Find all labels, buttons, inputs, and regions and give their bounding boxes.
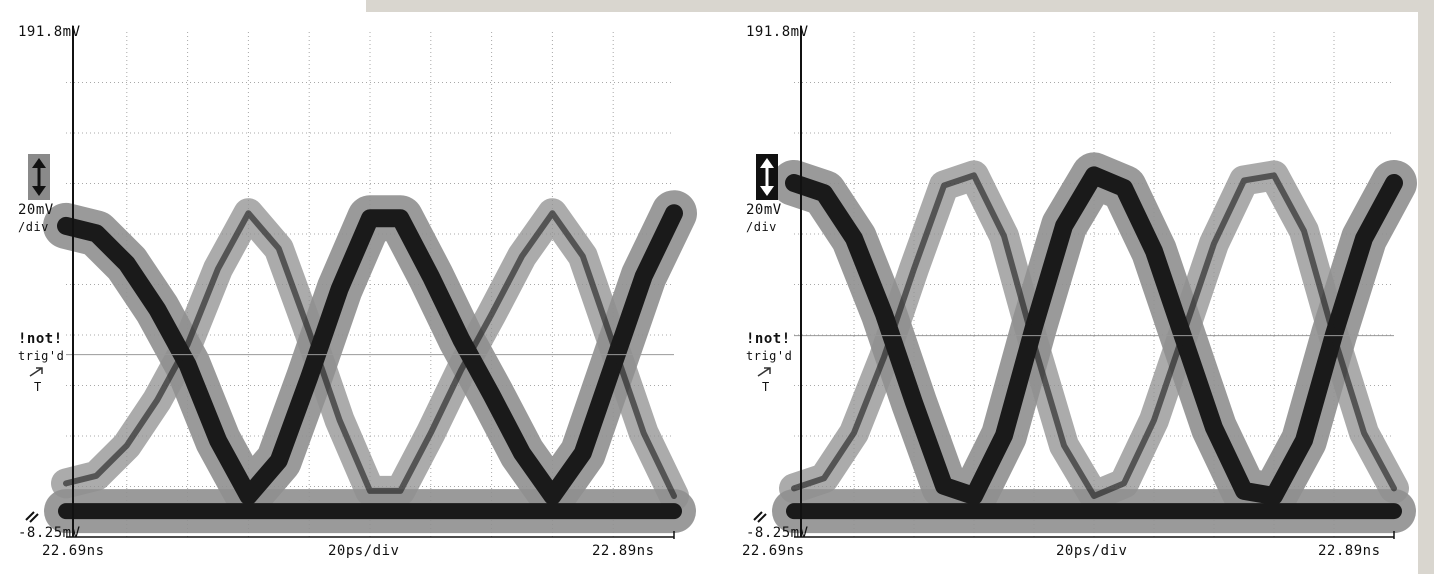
ground-marker-icon bbox=[25, 511, 39, 523]
time-end-label: 22.89ns bbox=[592, 543, 655, 559]
eye-traces bbox=[43, 190, 697, 534]
eye-traces bbox=[771, 152, 1417, 534]
vertical-scale-label: 20mV bbox=[18, 202, 54, 218]
time-start-label: 22.69ns bbox=[42, 543, 105, 559]
bottom-voltage-label: -8.25mV bbox=[18, 525, 81, 541]
trace-core-rising bbox=[57, 204, 683, 505]
vertical-scale-label: 20mV bbox=[746, 202, 782, 218]
vertical-scale-unit: /div bbox=[746, 220, 777, 234]
trigger-arrow-icon bbox=[757, 367, 771, 377]
vertical-scale-unit: /div bbox=[18, 220, 49, 234]
trace-core-falling bbox=[63, 210, 677, 499]
trigger-status-sub: trig'd bbox=[746, 349, 793, 363]
trigger-status-sub: trig'd bbox=[18, 349, 65, 363]
trace-core-rising bbox=[785, 166, 1403, 505]
bottom-voltage-label: -8.25mV bbox=[746, 525, 809, 541]
top-edge-strip bbox=[366, 0, 1434, 12]
right-edge-strip bbox=[1418, 0, 1434, 574]
top-voltage-label: 191.8mV bbox=[18, 24, 81, 40]
trigger-arrow-icon bbox=[29, 367, 43, 377]
time-start-label: 22.69ns bbox=[742, 543, 805, 559]
trace-core-falling bbox=[791, 172, 1397, 499]
trigger-status: !not! bbox=[18, 331, 63, 347]
top-voltage-label: 191.8mV bbox=[746, 24, 809, 40]
trigger-letter: T bbox=[34, 380, 42, 394]
trigger-letter: T bbox=[762, 380, 770, 394]
trigger-status: !not! bbox=[746, 331, 791, 347]
ground-marker-icon bbox=[753, 511, 767, 523]
time-scale-label: 20ps/div bbox=[328, 543, 400, 559]
vertical-scale-arrow-icon bbox=[756, 154, 778, 200]
time-end-label: 22.89ns bbox=[1318, 543, 1381, 559]
scope-panel-right: 191.8mV -8.25mV 20mV /div !not! trig'd T… bbox=[728, 0, 1434, 574]
scope-panel-left: 191.8mV -8.25mV 20mV /div !not! trig'd T… bbox=[18, 24, 697, 559]
eye-diagram-plot bbox=[25, 26, 697, 539]
time-scale-label: 20ps/div bbox=[1056, 543, 1128, 559]
eye-diagram-plot bbox=[753, 26, 1417, 539]
vertical-scale-arrow-icon bbox=[28, 154, 50, 200]
